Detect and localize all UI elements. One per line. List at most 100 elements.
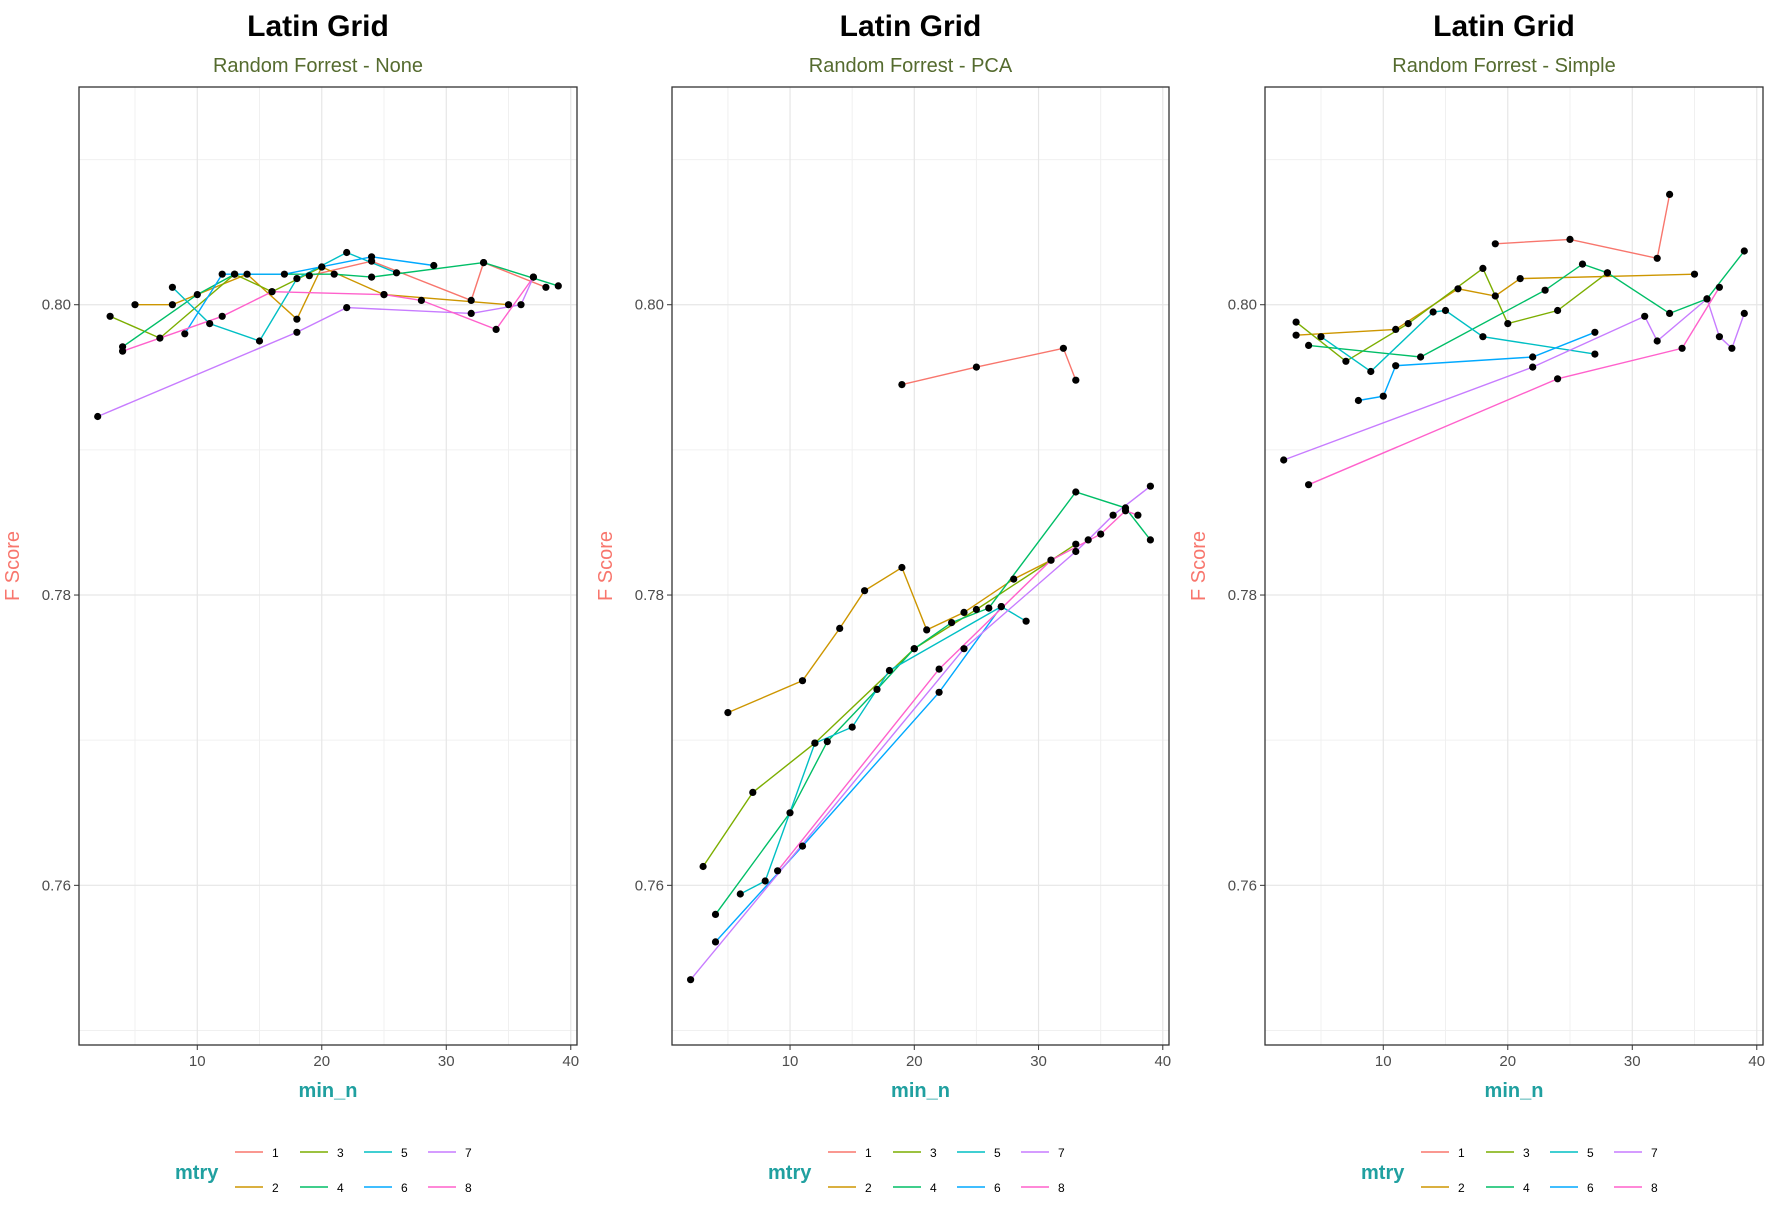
- legend-key-label: 4: [930, 1181, 937, 1195]
- y-axis-label: F Score: [1188, 531, 1210, 601]
- x-tick-label: 30: [1030, 1053, 1047, 1070]
- data-point: [193, 291, 201, 299]
- data-point: [1404, 320, 1412, 328]
- chart-subtitle: Random Forrest - Simple: [1392, 55, 1615, 77]
- series-line-mtry-1: [1495, 194, 1671, 260]
- x-tick-label: 20: [906, 1053, 923, 1070]
- data-point: [1491, 240, 1499, 248]
- y-tick-label: 0.78: [42, 587, 71, 604]
- data-point: [231, 270, 239, 278]
- data-point: [1342, 357, 1350, 365]
- data-point: [1305, 481, 1313, 489]
- data-point: [898, 563, 906, 572]
- data-point: [1292, 331, 1300, 339]
- series-line-mtry-4: [1308, 250, 1745, 358]
- x-tick-label: 40: [1748, 1053, 1765, 1070]
- data-point: [343, 304, 351, 312]
- data-point: [1367, 367, 1375, 376]
- panel-border: [1264, 86, 1764, 1046]
- series-line-mtry-6: [714, 606, 1002, 943]
- data-point: [1591, 328, 1599, 336]
- x-axis-label: min_n: [891, 1080, 950, 1102]
- data-point: [798, 842, 807, 850]
- data-point: [1666, 190, 1674, 198]
- data-point: [997, 603, 1005, 611]
- data-point: [1728, 344, 1736, 352]
- x-tick-label: 30: [1624, 1053, 1641, 1070]
- x-tick-label: 10: [189, 1053, 206, 1070]
- data-point: [1354, 396, 1362, 405]
- data-point: [711, 910, 720, 919]
- chart-panel-2: Latin Grid Random Forrest - PCA 10 20 30 40 0.…: [595, 10, 1171, 1195]
- legend-key-label: 5: [1587, 1146, 1594, 1160]
- chart-panel-1: Latin Grid Random Forrest - None 10 20 30 40 0…: [2, 10, 579, 1195]
- data-point: [711, 938, 720, 946]
- chart-title: Latin Grid: [247, 10, 389, 43]
- data-point: [517, 301, 525, 309]
- legend-key-label: 6: [401, 1181, 408, 1195]
- data-point: [948, 619, 956, 627]
- data-point: [268, 288, 276, 296]
- panel-border: [78, 86, 578, 1046]
- data-point: [1666, 309, 1674, 317]
- data-point: [1441, 306, 1450, 315]
- chart-panel-3: Latin Grid Random Forrest - Simple 10 20 30 4…: [1188, 10, 1765, 1195]
- legend: mtry 1 2 3 4 5 6 7 8: [175, 1146, 472, 1195]
- legend-key-label: 2: [1458, 1181, 1465, 1195]
- data-point: [1703, 295, 1711, 303]
- y-tick-label: 0.78: [1228, 587, 1257, 604]
- x-tick-label: 30: [438, 1053, 455, 1070]
- data-point: [243, 270, 251, 278]
- legend-key-label: 3: [1523, 1146, 1530, 1160]
- x-axis-label: min_n: [1485, 1080, 1544, 1102]
- series-line-mtry-5: [1320, 309, 1596, 373]
- legend-key-label: 5: [994, 1146, 1001, 1160]
- legend-key-label: 7: [1058, 1146, 1065, 1160]
- legend-title: mtry: [768, 1162, 812, 1184]
- legend-title: mtry: [1361, 1162, 1405, 1184]
- data-point: [1084, 536, 1092, 544]
- x-tick-label: 10: [782, 1053, 799, 1070]
- legend-key-label: 8: [1058, 1181, 1065, 1195]
- data-point: [985, 604, 993, 612]
- data-point: [923, 626, 931, 634]
- data-point: [1591, 350, 1599, 358]
- data-point: [293, 328, 301, 336]
- data-point: [1715, 283, 1723, 291]
- legend-key-label: 1: [865, 1146, 872, 1160]
- data-point: [935, 688, 943, 696]
- data-point: [1479, 333, 1487, 341]
- data-point: [343, 248, 351, 257]
- data-point: [1653, 254, 1661, 262]
- data-point: [255, 337, 264, 345]
- data-point: [1504, 320, 1512, 328]
- series-line-mtry-7: [1283, 297, 1745, 461]
- y-tick-label: 0.76: [42, 877, 71, 894]
- data-point: [1072, 488, 1080, 496]
- chart-title: Latin Grid: [1433, 10, 1575, 43]
- data-point: [529, 273, 538, 281]
- legend-key-label: 1: [272, 1146, 279, 1160]
- data-point: [1578, 260, 1587, 268]
- data-point: [305, 272, 313, 280]
- data-point: [1059, 344, 1067, 352]
- panel-border: [671, 86, 1170, 1046]
- data-point: [368, 273, 376, 281]
- data-point: [972, 605, 981, 614]
- data-point: [119, 347, 127, 355]
- legend-key-label: 1: [1458, 1146, 1465, 1160]
- data-point: [1566, 235, 1574, 243]
- data-point: [786, 809, 794, 817]
- legend: mtry 1 2 3 4 5 6 7 8: [1361, 1146, 1658, 1195]
- data-point: [935, 665, 943, 673]
- x-tick-label: 40: [562, 1053, 579, 1070]
- x-axis-label: min_n: [299, 1080, 358, 1102]
- data-point: [1678, 344, 1686, 352]
- data-point: [699, 862, 707, 871]
- data-point: [1146, 482, 1154, 490]
- series-line-mtry-2: [727, 559, 1052, 714]
- chart-title: Latin Grid: [840, 10, 982, 43]
- data-point: [156, 334, 164, 342]
- data-point: [1022, 617, 1030, 625]
